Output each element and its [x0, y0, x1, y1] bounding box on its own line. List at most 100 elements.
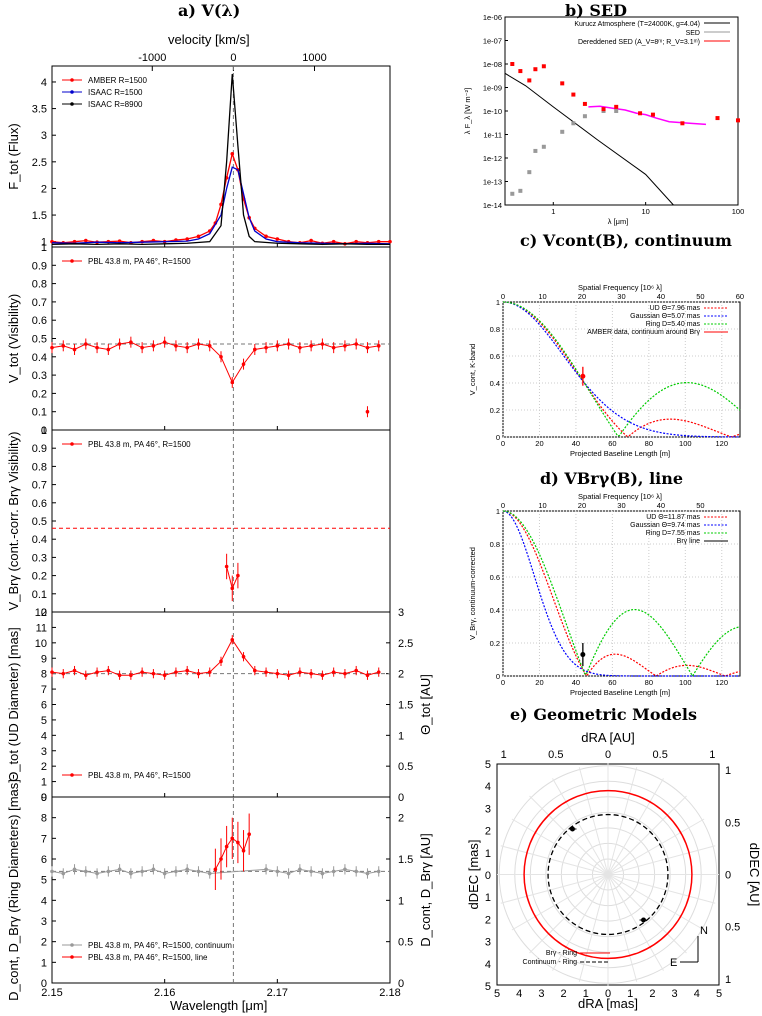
- y-tick-label: 11: [36, 622, 47, 634]
- y-tick-label: 0.5: [32, 516, 47, 528]
- y-tick-label: 0.2: [490, 406, 500, 415]
- y-tick-label: 0: [41, 978, 47, 990]
- x-tick-label: 0: [605, 988, 611, 1000]
- data-point: [320, 673, 325, 678]
- data-point: [95, 670, 99, 674]
- y2-tick-label: 3: [398, 607, 404, 619]
- y-tick-label: 0: [41, 792, 47, 804]
- legend-entry: AMBER data, continuum around Brγ: [587, 329, 700, 336]
- legend-marker: [70, 955, 74, 959]
- y-tick-label: 0.2: [32, 571, 47, 583]
- data-point: [286, 871, 291, 876]
- x-tick-label: 4: [694, 988, 700, 1000]
- y-tick-label: 0.4: [32, 534, 47, 546]
- top-tick-label: 20: [578, 501, 586, 510]
- data-point: [236, 573, 240, 578]
- sed-point: [560, 81, 565, 86]
- data-point: [185, 668, 189, 673]
- y2-tick-label: 1: [725, 765, 731, 777]
- data-point: [275, 869, 280, 874]
- sed-point: [571, 92, 576, 97]
- data-point: [224, 564, 229, 569]
- top-tick-label: 30: [617, 292, 625, 301]
- y-tick-label: 4: [41, 895, 47, 907]
- vbrg-panel: 0 20 40 60 80 100 120 0 10 20 30 40 50 0 0.2 0.4 0.6 0.8 1…: [468, 492, 741, 697]
- sed-legend-entry: Kurucz Atmosphere (T=24000K, g=4.04): [574, 21, 700, 28]
- legend-entry: PBL 43.8 m, PA 46°, R=1500: [88, 771, 191, 780]
- data-point: [72, 347, 77, 352]
- data-point: [117, 239, 122, 243]
- top-tick-label: 50: [696, 501, 704, 510]
- polar-grid-spoke: [500, 845, 716, 904]
- legend-marker: [70, 78, 74, 82]
- y-tick-label: 0.6: [490, 352, 500, 361]
- y-tick-label: 3: [485, 937, 491, 949]
- data-point: [185, 867, 189, 872]
- data-point: [224, 844, 229, 849]
- sed-y-tick-label: 1e-13: [483, 178, 502, 187]
- legend-marker: [70, 90, 74, 94]
- data-point: [253, 668, 257, 673]
- legend-entry: Brγ line: [677, 538, 700, 545]
- data-point: [309, 238, 313, 243]
- y-tick-label: 1: [496, 298, 500, 307]
- x-tick-label: 2: [561, 988, 567, 1000]
- y-tick-label: 1: [41, 425, 47, 437]
- y-tick-label: 7: [41, 833, 47, 845]
- y-tick-label: 2: [41, 937, 47, 949]
- sed-point: [638, 111, 643, 116]
- data-point: [207, 344, 212, 348]
- data-point: [264, 670, 268, 674]
- panel-a2-frame: [51, 246, 391, 431]
- y-tick-label: 4: [41, 77, 47, 89]
- y-tick-label: 1: [41, 777, 47, 789]
- sed-point: [527, 78, 532, 83]
- data-point: [241, 848, 246, 853]
- sed-point: [715, 116, 720, 121]
- series-line: [51, 868, 379, 874]
- model-curve: [502, 301, 741, 438]
- y-axis-label: D_cont, D_Brγ (Ring Diameters) [mas]: [6, 779, 21, 1001]
- sed-y-tick-label: 1e-14: [483, 201, 502, 210]
- data-point: [365, 345, 370, 350]
- data-point: [320, 342, 325, 346]
- data-point: [140, 670, 144, 674]
- data-point: [354, 342, 359, 346]
- y-tick-label: 1: [496, 507, 500, 516]
- sed-legend-entry: SED: [686, 30, 700, 37]
- sed-point: [614, 104, 619, 109]
- top-tick-label: 40: [657, 292, 665, 301]
- vis-frame: [502, 510, 741, 677]
- sed-point: [533, 148, 538, 153]
- y2-tick-label: 2.5: [398, 638, 413, 650]
- data-point: [354, 668, 359, 673]
- y2-tick-label: 1.5: [398, 700, 413, 712]
- legend-marker: [70, 102, 74, 106]
- model-curve: [502, 301, 741, 438]
- series-line: [51, 638, 379, 676]
- sed-point: [510, 191, 515, 196]
- data-point: [117, 342, 122, 346]
- top-tick-label: 10: [538, 501, 546, 510]
- data-point: [196, 342, 201, 346]
- data-point: [247, 832, 251, 836]
- x-tick-label: 1: [627, 988, 633, 1000]
- y-tick-label: 3: [41, 746, 47, 758]
- sed-legend-entry: Dereddened SED (A_V=8ᵐ; R_V=3.1ᵐ): [578, 39, 700, 46]
- sed-y-tick-label: 1e-11: [483, 131, 502, 140]
- data-point: [365, 409, 370, 414]
- vis-frame: [502, 301, 741, 438]
- data-point: [151, 344, 156, 348]
- x-tick-label: 60: [608, 678, 616, 687]
- sed-point: [518, 69, 523, 74]
- y2-tick-label: 2: [398, 813, 404, 825]
- y2-tick-label: 0.5: [725, 922, 740, 934]
- title-e: e) Geometric Models: [510, 705, 697, 724]
- data-point: [286, 673, 291, 678]
- legend-marker: [70, 442, 74, 446]
- sed-y-tick-label: 1e-10: [483, 107, 502, 116]
- data-point: [354, 869, 359, 874]
- y-tick-label: 0: [41, 607, 47, 619]
